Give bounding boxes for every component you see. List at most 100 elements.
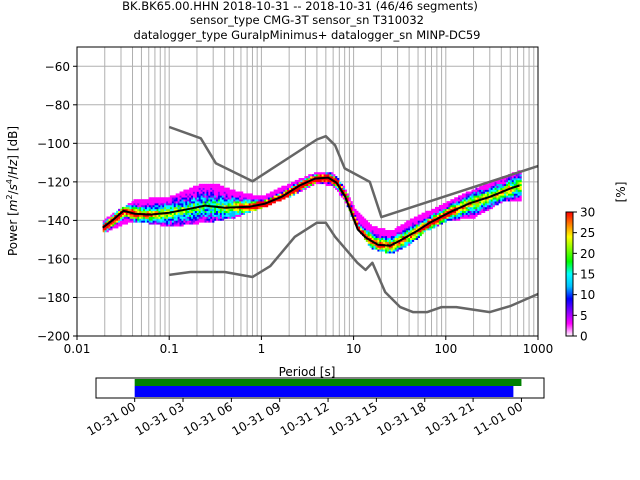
- density-cell: [166, 224, 169, 227]
- density-cell: [394, 243, 397, 246]
- density-cell: [406, 243, 409, 246]
- density-cell: [198, 183, 201, 187]
- density-cell: [479, 203, 482, 206]
- y-label-part: Power [: [6, 211, 20, 256]
- density-cell: [388, 237, 392, 240]
- density-cell: [104, 218, 107, 221]
- density-cell: [252, 199, 255, 202]
- density-cell: [192, 212, 196, 215]
- density-cell: [206, 197, 209, 200]
- density-cell: [467, 210, 470, 213]
- density-cell: [185, 203, 188, 206]
- density-cell: [179, 216, 182, 219]
- density-cell: [362, 226, 365, 229]
- density-cell: [308, 185, 311, 188]
- density-cell: [283, 197, 286, 200]
- x-tick-label: 1000: [523, 342, 554, 356]
- density-cell: [148, 220, 152, 223]
- density-cell: [227, 191, 230, 194]
- density-cell: [239, 214, 242, 217]
- density-cell: [202, 185, 205, 188]
- density-cell: [465, 197, 468, 200]
- density-cell: [436, 212, 440, 215]
- density-cell: [273, 197, 276, 200]
- density-cell: [509, 199, 513, 202]
- density-cell: [337, 187, 340, 190]
- density-cell: [471, 206, 474, 210]
- density-cell: [373, 247, 376, 250]
- density-cell: [511, 191, 515, 194]
- density-cell: [481, 208, 484, 212]
- density-cell: [317, 172, 321, 175]
- density-cell: [219, 201, 223, 204]
- density-cell: [513, 197, 516, 200]
- density-cell: [241, 210, 244, 213]
- density-cell: [160, 210, 163, 213]
- density-cell: [363, 237, 367, 240]
- density-cell: [177, 204, 180, 208]
- density-cell: [438, 204, 442, 208]
- density-cell: [183, 193, 186, 196]
- density-cell: [296, 183, 299, 187]
- density-cell: [175, 199, 178, 202]
- density-cell: [496, 199, 499, 202]
- density-cell: [425, 222, 428, 225]
- density-cell: [183, 216, 186, 219]
- density-cell: [146, 204, 150, 208]
- density-cell: [388, 235, 392, 239]
- density-cell: [227, 189, 230, 192]
- density-cell: [164, 206, 167, 210]
- density-cell: [427, 216, 430, 219]
- density-cell: [425, 226, 428, 229]
- density-cell: [150, 220, 153, 223]
- density-cell: [250, 197, 253, 200]
- y-tick-label: −180: [37, 291, 70, 305]
- density-cell: [369, 228, 372, 231]
- density-cell: [175, 224, 178, 227]
- density-cell: [210, 183, 213, 187]
- density-cell: [198, 189, 201, 192]
- density-cell: [411, 228, 415, 231]
- density-cell: [396, 249, 399, 252]
- density-cell: [390, 241, 394, 244]
- density-cell: [410, 237, 413, 240]
- density-cell: [371, 247, 374, 250]
- density-cell: [419, 224, 422, 227]
- density-cell: [423, 218, 426, 221]
- density-cell: [198, 218, 201, 221]
- density-cell: [206, 214, 209, 217]
- density-cell: [379, 239, 382, 242]
- density-cell: [423, 228, 426, 231]
- density-cell: [146, 203, 150, 206]
- density-cell: [183, 201, 186, 204]
- density-cell: [469, 199, 472, 202]
- density-cell: [329, 174, 332, 177]
- density-cell: [300, 178, 303, 181]
- density-cell: [233, 189, 236, 192]
- density-cell: [417, 224, 420, 227]
- density-cell: [242, 203, 246, 206]
- density-cell: [160, 201, 163, 204]
- density-cell: [371, 231, 374, 235]
- density-cell: [511, 193, 515, 196]
- density-cell: [486, 204, 490, 208]
- density-cell: [488, 204, 492, 208]
- density-cell: [106, 220, 109, 223]
- density-cell: [112, 220, 115, 223]
- density-cell: [402, 233, 405, 237]
- density-cell: [164, 210, 167, 213]
- density-cell: [241, 197, 244, 200]
- density-cell: [452, 203, 455, 206]
- density-cell: [154, 206, 157, 210]
- density-cell: [241, 212, 244, 215]
- density-cell: [506, 195, 509, 198]
- density-cell: [465, 208, 468, 212]
- density-cell: [208, 197, 211, 200]
- density-cell: [212, 193, 215, 196]
- density-cell: [216, 195, 219, 198]
- density-cell: [204, 210, 207, 213]
- density-cell: [385, 235, 388, 239]
- density-cell: [183, 199, 186, 202]
- density-cell: [486, 189, 490, 192]
- density-cell: [494, 189, 497, 192]
